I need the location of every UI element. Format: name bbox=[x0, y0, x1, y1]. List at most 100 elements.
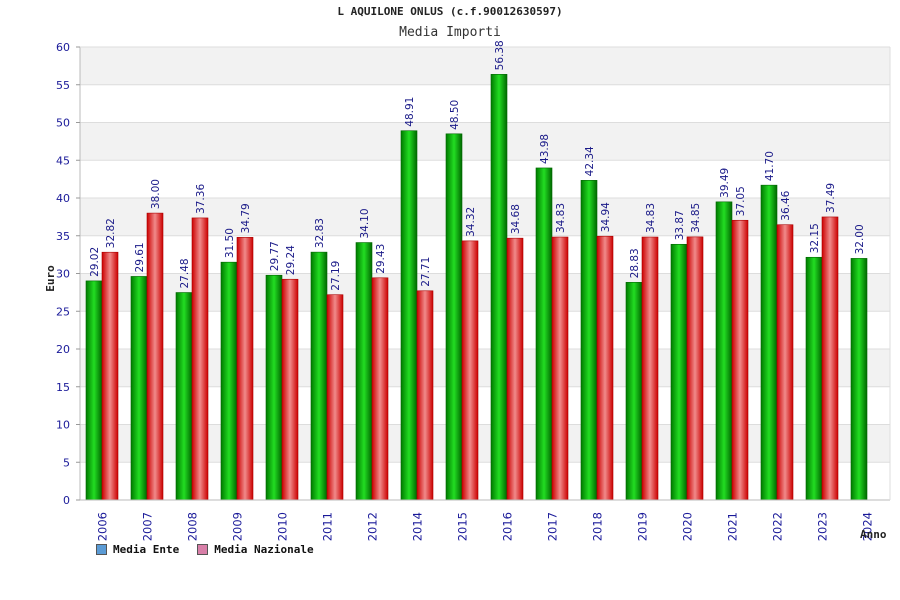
value-label: 34.10 bbox=[359, 208, 371, 238]
grid-band bbox=[80, 349, 890, 387]
x-tick-label: 2010 bbox=[276, 512, 290, 541]
bars bbox=[85, 74, 868, 501]
bar-media-nazionale bbox=[281, 278, 299, 501]
value-label: 37.49 bbox=[825, 183, 837, 213]
value-label: 27.19 bbox=[330, 261, 342, 291]
bar-media-nazionale bbox=[326, 294, 344, 501]
bar-media-ente bbox=[715, 201, 733, 501]
value-label: 34.68 bbox=[510, 204, 522, 234]
value-label: 43.98 bbox=[539, 134, 551, 164]
value-label: 29.24 bbox=[285, 245, 297, 275]
legend-item-media-ente: Media Ente bbox=[96, 543, 179, 556]
legend-label-media-ente: Media Ente bbox=[113, 543, 180, 556]
value-label: 32.15 bbox=[809, 223, 821, 253]
y-tick-label: 10 bbox=[56, 419, 70, 432]
bar-media-ente bbox=[760, 184, 778, 501]
grid-band bbox=[80, 122, 890, 161]
bar-media-nazionale bbox=[371, 277, 389, 501]
bar-media-nazionale bbox=[191, 217, 209, 501]
x-tick-label: 2019 bbox=[636, 512, 650, 541]
value-label: 38.00 bbox=[150, 179, 162, 209]
bar-media-ente bbox=[670, 243, 688, 501]
bar-media-nazionale bbox=[101, 251, 119, 501]
bar-media-ente bbox=[535, 167, 553, 501]
value-label: 27.71 bbox=[420, 257, 432, 287]
value-label: 36.46 bbox=[780, 190, 792, 220]
chart-title: L AQUILONE ONLUS (c.f.90012630597) bbox=[337, 5, 563, 18]
value-label: 34.85 bbox=[690, 203, 702, 233]
legend: Media Ente Media Nazionale bbox=[96, 543, 314, 556]
bar-media-nazionale bbox=[146, 212, 164, 501]
x-tick-label: 2009 bbox=[231, 512, 245, 541]
x-tick-label: 2021 bbox=[726, 512, 740, 541]
x-tick-label: 2018 bbox=[591, 512, 605, 541]
value-label: 34.83 bbox=[645, 203, 657, 233]
value-label: 34.94 bbox=[600, 202, 612, 232]
value-label: 29.02 bbox=[89, 247, 101, 277]
grid-bands bbox=[80, 47, 890, 463]
bar-media-ente bbox=[805, 256, 823, 501]
y-tick-labels: 0 5 10 15 20 25 30 35 40 45 50 55 60 bbox=[56, 41, 70, 507]
bar-media-nazionale bbox=[416, 290, 434, 501]
bar-media-ente bbox=[850, 258, 868, 501]
bar-media-nazionale bbox=[776, 224, 794, 501]
y-axis-label: Euro bbox=[43, 265, 57, 292]
value-label: 28.83 bbox=[629, 248, 641, 278]
value-label: 32.83 bbox=[314, 218, 326, 248]
bar-media-nazionale bbox=[821, 216, 839, 501]
value-label: 56.38 bbox=[494, 40, 506, 70]
bar-media-ente bbox=[265, 274, 283, 501]
bar-media-ente bbox=[445, 133, 463, 501]
y-tick-label: 40 bbox=[56, 192, 70, 205]
value-label: 32.00 bbox=[854, 224, 866, 254]
x-tick-label: 2015 bbox=[456, 512, 470, 541]
x-tick-label: 2006 bbox=[96, 512, 110, 541]
value-label: 34.79 bbox=[240, 203, 252, 233]
bar-media-nazionale bbox=[551, 236, 569, 501]
legend-swatch-media-ente bbox=[96, 544, 107, 555]
legend-label-media-nazionale: Media Nazionale bbox=[214, 543, 314, 556]
value-label: 33.87 bbox=[674, 210, 686, 240]
value-label: 42.34 bbox=[584, 146, 596, 176]
x-tick-label: 2022 bbox=[771, 512, 785, 541]
value-label: 34.83 bbox=[555, 203, 567, 233]
value-label: 34.32 bbox=[465, 207, 477, 237]
y-tick-label: 50 bbox=[56, 117, 70, 130]
value-label: 39.49 bbox=[719, 168, 731, 198]
value-label: 48.91 bbox=[404, 97, 416, 127]
bar-media-nazionale bbox=[461, 240, 479, 501]
x-tick-label: 2023 bbox=[816, 512, 830, 541]
x-tick-label: 2017 bbox=[546, 512, 560, 541]
bar-media-nazionale bbox=[596, 235, 614, 501]
axes bbox=[76, 46, 891, 501]
bar-media-nazionale bbox=[731, 219, 749, 501]
bar-media-ente bbox=[310, 251, 328, 501]
y-tick-label: 15 bbox=[56, 381, 70, 394]
value-label: 29.77 bbox=[269, 241, 281, 271]
bar-media-ente bbox=[130, 276, 148, 501]
y-tick-label: 0 bbox=[63, 494, 70, 507]
x-axis-label: Anno bbox=[860, 528, 887, 541]
grid-band bbox=[80, 47, 890, 85]
bar-media-ente bbox=[355, 242, 373, 501]
value-label: 48.50 bbox=[449, 100, 461, 130]
grid-band bbox=[80, 273, 890, 312]
value-label: 27.48 bbox=[179, 258, 191, 288]
bar-media-ente bbox=[220, 261, 238, 501]
bar-media-ente bbox=[580, 180, 598, 501]
chart-subtitle: Media Importi bbox=[399, 25, 501, 40]
value-label: 31.50 bbox=[224, 228, 236, 258]
x-tick-label: 2014 bbox=[411, 512, 425, 541]
x-tick-label: 2012 bbox=[366, 512, 380, 541]
x-tick-label: 2011 bbox=[321, 512, 335, 541]
value-label: 37.36 bbox=[195, 184, 207, 214]
y-tick-label: 20 bbox=[56, 343, 70, 356]
value-label: 32.82 bbox=[105, 218, 117, 248]
bar-media-ente bbox=[85, 280, 103, 501]
y-tick-label: 55 bbox=[56, 79, 70, 92]
x-tick-label: 2020 bbox=[681, 512, 695, 541]
value-labels: 29.02 32.82 29.61 38.00 27.48 37.36 31.50 34.79… bbox=[89, 40, 866, 290]
value-label: 41.70 bbox=[764, 151, 776, 181]
